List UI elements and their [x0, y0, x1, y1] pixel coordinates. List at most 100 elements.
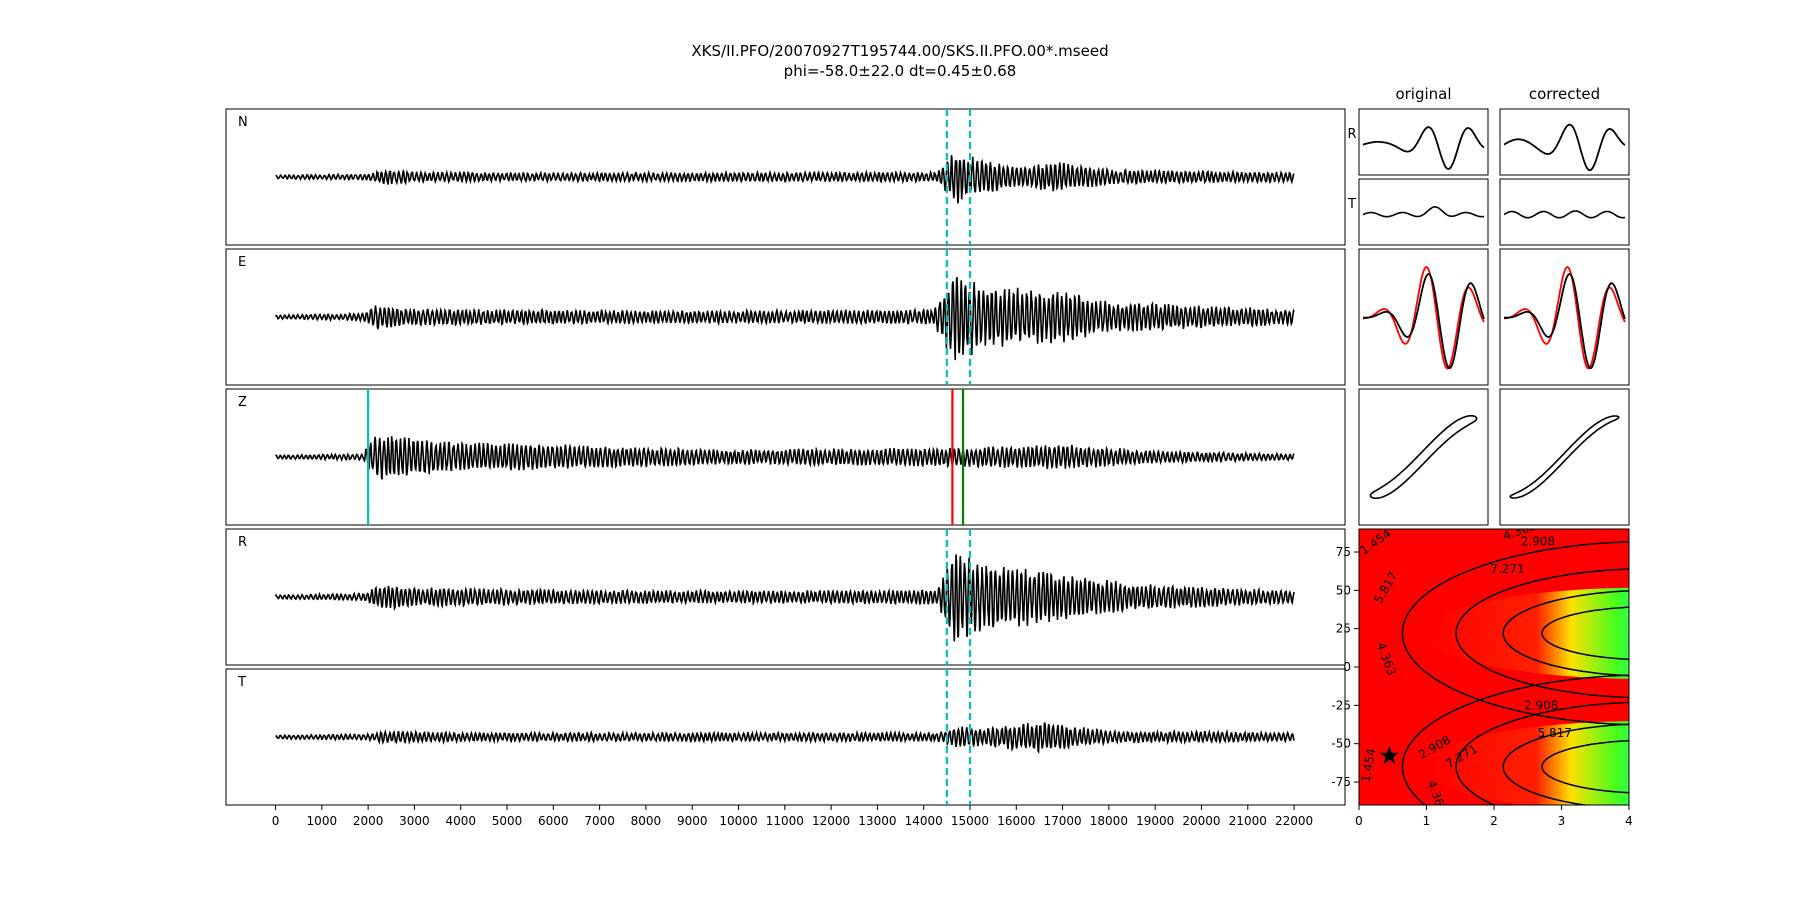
contour-line	[1541, 739, 1629, 794]
channel-label: E	[238, 255, 246, 270]
x-tick-label: 19000	[1136, 814, 1174, 828]
pm-frame	[1358, 248, 1489, 386]
waveform-panel-e: E	[225, 248, 1346, 386]
x-tick-label: 18000	[1090, 814, 1128, 828]
trace-t	[275, 722, 1295, 754]
contour-line	[1455, 568, 1629, 699]
x-tick-label: 17000	[1043, 814, 1081, 828]
panel-frame	[225, 668, 1346, 806]
waveform-panel-r: R	[225, 528, 1346, 666]
trace-red	[1363, 265, 1485, 370]
x-tick-label: 2000	[353, 814, 384, 828]
channel-label: N	[238, 115, 248, 130]
pm-frame	[1358, 178, 1489, 246]
x-tick-label: 7000	[584, 814, 615, 828]
x-tick-label: 14000	[905, 814, 943, 828]
pm-frame	[1499, 388, 1630, 526]
pm-panel-original-2	[1358, 248, 1489, 386]
column-title-corrected: corrected	[1529, 85, 1600, 103]
x-tick-label: 2	[1490, 814, 1498, 828]
pm-panel-corrected-3	[1499, 388, 1630, 526]
surface-x-axis: 0 1 2 3 4	[1355, 805, 1633, 828]
pm-panel-original-1	[1358, 178, 1489, 246]
waveform-x-axis: 0 1000 2000 3000 4000 5000 6000 7000 8000 9000 100…	[272, 805, 1313, 828]
trace-n	[275, 155, 1295, 204]
pm-panel-original-3	[1358, 388, 1489, 526]
y-tick-label: 25	[1336, 622, 1351, 636]
waveform-panel-n: N	[225, 108, 1346, 246]
pm-frame	[1358, 388, 1489, 526]
x-tick-label: 4	[1625, 814, 1633, 828]
x-tick-label: 0	[1355, 814, 1363, 828]
contour-label: 2.908	[1521, 534, 1555, 548]
contour-line	[1455, 701, 1629, 805]
y-tick-label: 0	[1343, 660, 1351, 674]
panel-frame	[225, 108, 1346, 246]
pm-frame	[1499, 248, 1630, 386]
x-tick-label: 16000	[997, 814, 1035, 828]
trace-red	[1504, 265, 1626, 370]
pm-panel-corrected-1	[1499, 178, 1630, 246]
x-tick-label: 0	[272, 814, 280, 828]
row-label-r: R	[1347, 127, 1356, 142]
figure-title: XKS/II.PFO/20070927T195744.00/SKS.II.PFO…	[691, 42, 1109, 60]
pm-panel-original-0	[1358, 108, 1489, 176]
x-tick-label: 22000	[1275, 814, 1313, 828]
figure-subtitle: phi=-58.0±22.0 dt=0.45±0.68	[783, 62, 1017, 80]
contour-label: 7.271	[1490, 562, 1524, 576]
surface-y-axis: 75 50 25 0 -25 -50 -75	[1331, 545, 1359, 789]
y-tick-label: -75	[1331, 775, 1351, 789]
x-tick-label: 12000	[812, 814, 850, 828]
y-tick-label: 50	[1336, 583, 1351, 597]
surface-lobe-2	[1426, 721, 1629, 805]
particle-motion-path	[1509, 415, 1620, 499]
x-tick-label: 1000	[307, 814, 338, 828]
waveform-panel-t: T	[225, 668, 1346, 806]
panel-frame	[225, 388, 1346, 526]
trace-r	[274, 554, 1295, 642]
x-tick-label: 1	[1423, 814, 1431, 828]
pm-frame	[1499, 108, 1630, 176]
y-tick-label: -50	[1331, 737, 1351, 751]
contour-label: 5.817	[1538, 726, 1572, 740]
contour-line	[1401, 541, 1629, 726]
x-tick-label: 21000	[1229, 814, 1267, 828]
contour-line	[1502, 590, 1629, 677]
trace-r	[1503, 123, 1626, 172]
trace-r	[1362, 126, 1485, 170]
x-tick-label: 4000	[445, 814, 476, 828]
contour-line	[1401, 674, 1629, 805]
x-tick-label: 20000	[1182, 814, 1220, 828]
row-label-t: T	[1347, 197, 1356, 212]
column-title-original: original	[1395, 85, 1451, 103]
pm-frame	[1358, 108, 1489, 176]
channel-label: Z	[238, 395, 247, 410]
x-tick-label: 15000	[951, 814, 989, 828]
x-tick-label: 3000	[399, 814, 430, 828]
x-tick-label: 8000	[631, 814, 662, 828]
waveform-panel-z: Z	[225, 388, 1346, 526]
x-tick-label: 11000	[766, 814, 804, 828]
trace-e	[274, 277, 1295, 361]
error-surface-plot: 1.4545.8174.3637.2712.9084.3632.9085.817…	[1359, 529, 1629, 805]
trace-t	[1503, 210, 1626, 219]
trace-z	[274, 436, 1295, 480]
x-tick-label: 5000	[492, 814, 523, 828]
x-tick-label: 13000	[858, 814, 896, 828]
x-tick-label: 10000	[719, 814, 757, 828]
x-tick-label: 6000	[538, 814, 569, 828]
channel-label: R	[238, 535, 247, 550]
contour-line	[1502, 723, 1629, 805]
channel-label: T	[237, 675, 246, 690]
pm-panel-corrected-2	[1499, 248, 1630, 386]
pm-panel-corrected-0	[1499, 108, 1630, 176]
trace-black	[1504, 272, 1626, 370]
y-tick-label: 75	[1336, 545, 1351, 559]
pm-frame	[1499, 178, 1630, 246]
contour-label: 2.908	[1524, 698, 1558, 712]
x-tick-label: 3	[1558, 814, 1566, 828]
y-tick-label: -25	[1331, 698, 1351, 712]
contour-line	[1541, 606, 1629, 661]
contour-label: 1.454	[1359, 747, 1379, 783]
